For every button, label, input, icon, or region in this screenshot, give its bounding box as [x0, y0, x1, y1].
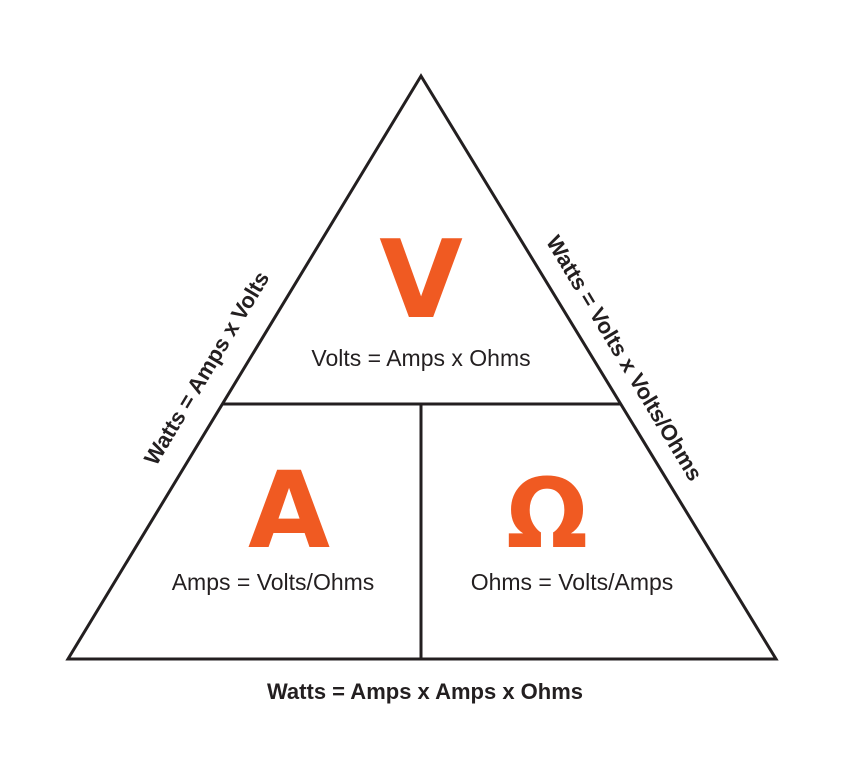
amps-formula: Amps = Volts/Ohms	[172, 569, 375, 595]
ohms-symbol: Ω	[506, 458, 588, 570]
volts-formula: Volts = Amps x Ohms	[311, 345, 530, 371]
volts-symbol: V	[379, 218, 463, 343]
ohms-formula: Ohms = Volts/Amps	[471, 569, 674, 595]
amps-symbol: A	[248, 449, 330, 572]
bottom-formula: Watts = Amps x Amps x Ohms	[267, 679, 583, 704]
